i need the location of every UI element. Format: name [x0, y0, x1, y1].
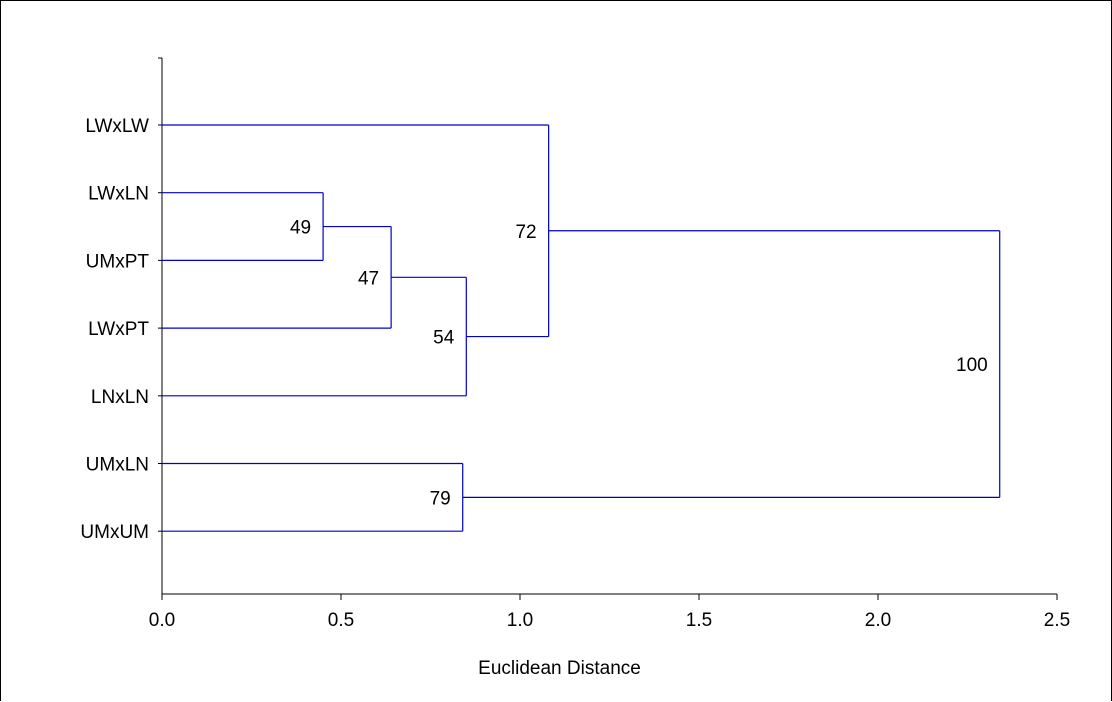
- node-support-label: 49: [290, 218, 311, 239]
- x-tick-label: 0.5: [328, 610, 354, 631]
- x-tick-label: 1.5: [686, 610, 712, 631]
- x-tick-label: 2.5: [1044, 610, 1070, 631]
- dendrogram-branches: [162, 124, 1001, 532]
- node-support-label: 47: [358, 268, 379, 289]
- leaf-label: UMxPT: [86, 251, 150, 272]
- axes: 0.0 0.5 1.0 1.5 2.0 2.5: [149, 57, 1070, 631]
- x-tick-label: 1.0: [507, 610, 533, 631]
- x-axis-title: Euclidean Distance: [478, 658, 641, 679]
- node-support-label: 100: [956, 355, 988, 376]
- node-support-label: 72: [515, 222, 536, 243]
- leaf-label: LWxLN: [88, 184, 149, 205]
- leaf-label: LWxPT: [88, 319, 149, 340]
- chart-labels: Euclidean Distance LWxLW LWxLN UMxPT LWxPT LN…: [80, 116, 987, 679]
- leaf-label: LNxLN: [91, 387, 149, 408]
- leaf-label: LWxLW: [85, 116, 149, 137]
- node-support-label: 54: [433, 328, 455, 349]
- node-support-label: 79: [430, 488, 451, 509]
- x-tick-label: 0.0: [149, 610, 175, 631]
- x-tick-label: 2.0: [865, 610, 891, 631]
- leaf-label: UMxLN: [86, 455, 149, 476]
- leaf-label: UMxUM: [80, 522, 149, 543]
